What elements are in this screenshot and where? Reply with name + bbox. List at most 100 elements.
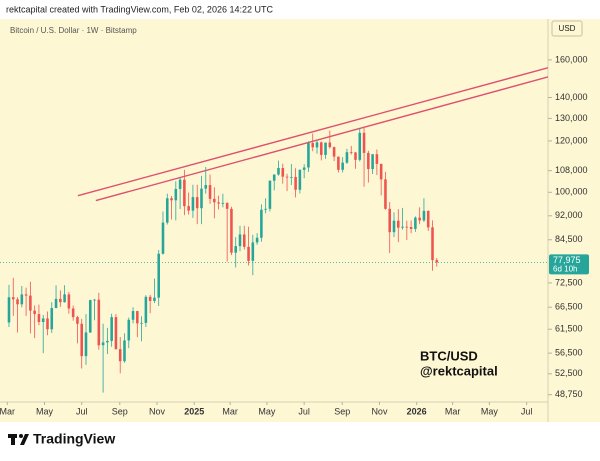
candle-body [401,226,404,228]
candle-body [422,210,426,221]
candle-body [302,167,306,170]
candle-body [264,208,267,210]
candle-body [414,217,417,229]
candle-body [208,185,212,199]
y-tick-label: 92,000 [555,210,583,220]
candle-body [405,226,409,228]
trendline [77,67,548,197]
candle-body [388,208,392,233]
plot [7,67,548,393]
candle-body [93,299,96,301]
candle-body [33,310,36,315]
candle-body [234,246,237,253]
candle-body [101,342,105,346]
candle-body [298,169,302,190]
candle-body [345,152,349,163]
candle-body [80,323,83,357]
candle-body [260,209,263,238]
candle-body [106,340,109,343]
candle-body [140,322,143,324]
y-tick-label: 61,500 [555,324,583,334]
candle-body [7,297,11,323]
x-tick-label: Jul [521,406,533,416]
y-tick-label: 108,000 [555,165,588,175]
candle-body [110,317,113,341]
candle-body [54,298,58,309]
y-tick-label: 130,000 [555,113,588,123]
candle-body [362,132,366,153]
candle-body [247,246,250,261]
candle-body [426,210,430,228]
candle-body [153,297,156,301]
candle-body [127,319,131,341]
candle-body [88,300,92,333]
candle-body [281,168,285,177]
y-tick-label: 100,000 [555,187,588,197]
candle-body [311,143,314,148]
candle-body [46,318,49,330]
candle-body [375,154,379,164]
last-price-badge [549,254,589,275]
candle-body [76,317,79,324]
candle-body [217,202,220,204]
chart-title: Bitcoin / U.S. Dollar · 1W · Bitstamp [10,26,137,35]
currency[interactable]: USD [559,24,576,33]
candle-body [255,237,259,243]
candle-body [242,234,246,247]
candle-body [16,299,19,305]
x-tick-label: 2026 [407,406,427,416]
x-tick-label: May [481,406,499,416]
x-tick-label: 2025 [184,406,204,416]
y-tick-label: 48,750 [555,389,583,399]
y-tick-label: 84,500 [555,234,583,244]
candle-body [354,152,357,160]
trendline [95,76,548,202]
candle-body [118,349,122,362]
candle-body [165,198,169,223]
candle-body [161,222,165,254]
candle-body [435,260,439,263]
candle-body [71,308,75,318]
candle-body [337,156,340,170]
candle-body [24,294,28,296]
candle-body [251,242,255,261]
candle-body [20,294,24,305]
y-tick-label: 56,500 [555,347,583,357]
candle-body [170,198,173,201]
logo: TradingView [33,431,115,447]
candle-body [324,142,327,155]
candle-body [114,317,118,350]
candle-body [29,295,32,311]
candle-body [277,168,280,175]
x-tick-label: Nov [149,406,166,416]
candle-body [307,143,310,168]
candle-body [195,197,199,209]
y-tick-label: 120,000 [555,135,588,145]
candle-body [431,227,434,261]
candle-body [379,163,383,180]
watermark: @rektcapital [420,363,498,378]
x-tick-label: May [258,406,276,416]
candle-body [148,296,152,301]
candle-body [230,208,233,253]
x-tick-label: Jul [76,406,88,416]
candle-body [136,311,139,324]
y-tick-label: 52,500 [555,368,583,378]
candle-body [174,188,178,201]
candle-body [191,197,195,211]
candle-body [328,142,332,148]
candle-body [238,234,242,247]
candle-body [178,179,182,189]
candle-body [67,294,71,309]
candle-body [341,162,344,170]
candle-body [41,318,45,323]
candle-body [371,154,374,170]
candle-body [418,217,421,221]
candle-body [123,340,126,362]
watermark: BTC/USD [420,348,478,363]
candle-body [50,308,54,330]
candle-body [396,220,400,228]
candle-body [59,298,62,303]
currency-box[interactable] [551,20,583,37]
candle-body [157,253,160,298]
